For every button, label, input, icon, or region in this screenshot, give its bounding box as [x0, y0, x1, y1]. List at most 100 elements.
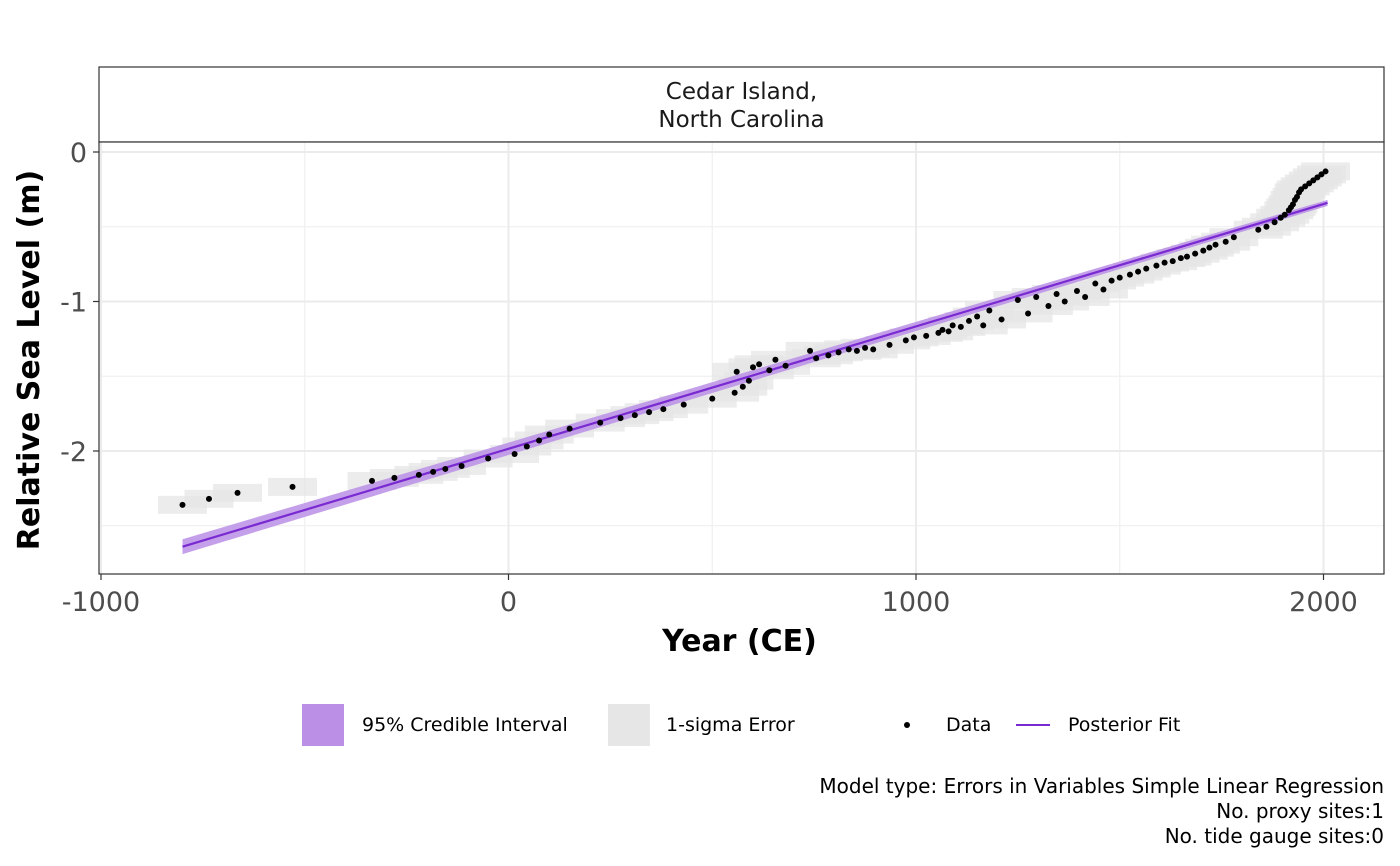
data-point: [597, 419, 604, 426]
data-point: [511, 450, 518, 457]
legend: 95% Credible Interval 1-sigma Error Data…: [300, 700, 1220, 750]
legend-label-credible-interval: 95% Credible Interval: [362, 714, 568, 736]
x-tick-label: -1000: [62, 587, 140, 618]
data-point: [1025, 310, 1032, 317]
data-point: [1143, 265, 1150, 272]
data-point: [415, 471, 422, 478]
x-tick-label: 0: [500, 587, 517, 618]
data-point: [631, 412, 638, 419]
data-point: [886, 341, 893, 348]
data-swatch: [886, 704, 928, 746]
data-point: [1033, 294, 1040, 301]
data-point: [813, 355, 820, 362]
data-point: [986, 307, 993, 314]
credible-interval-swatch: [302, 704, 344, 746]
data-point: [1200, 247, 1207, 254]
caption: Model type: Errors in Variables Simple L…: [819, 774, 1384, 849]
data-point: [391, 474, 398, 481]
data-point: [179, 501, 186, 508]
data-point: [1161, 259, 1168, 266]
data-point: [1222, 238, 1229, 245]
data-point: [1289, 201, 1296, 208]
data-point: [1294, 193, 1301, 200]
data-point: [523, 443, 530, 450]
data-point: [546, 431, 553, 438]
data-point: [745, 377, 752, 384]
data-point: [1073, 288, 1080, 295]
data-point: [902, 337, 909, 344]
data-point: [733, 368, 740, 375]
caption-tide-gauge-sites: No. tide gauge sites:0: [1164, 824, 1384, 848]
strip-title-line-1: Cedar Island,: [666, 79, 817, 105]
data-point: [945, 328, 952, 335]
axes: -1000 0 1000 2000 0 -1 -2 Year (CE) Relative Sea…: [12, 138, 1358, 659]
chart: Cedar Island,North Carolina -1000 0 1000 20…: [12, 66, 1385, 659]
data-point: [1230, 234, 1237, 241]
x-axis-title: Year (CE): [661, 624, 817, 659]
data-point: [1206, 244, 1213, 251]
data-point: [1092, 280, 1099, 287]
data-point: [853, 347, 860, 354]
legend-label-data: Data: [946, 714, 992, 736]
data-point: [750, 364, 756, 371]
data-point: [205, 495, 212, 502]
data-point: [1100, 286, 1107, 293]
data-point: [1153, 262, 1160, 269]
plot-panel: [98, 141, 1385, 575]
data-point: [1281, 211, 1288, 218]
facet-strip: Cedar Island,North Carolina: [98, 66, 1385, 143]
legend-label-fit: Posterior Fit: [1068, 714, 1181, 736]
strip-title-line-2: North Carolina: [658, 107, 824, 133]
data-point: [807, 347, 814, 354]
data-point: [458, 462, 465, 469]
error-swatch: [608, 704, 650, 746]
fit-swatch: [1012, 704, 1054, 746]
data-point: [1126, 271, 1133, 278]
data-point: [680, 401, 687, 408]
data-point: [910, 334, 917, 341]
data-point: [709, 395, 716, 402]
data-point: [430, 468, 437, 475]
data-point: [835, 349, 842, 356]
data-point: [1271, 219, 1278, 226]
x-tick-label: 1000: [882, 587, 951, 618]
caption-model-type: Model type: Errors in Variables Simple L…: [819, 774, 1384, 798]
data-point: [957, 323, 964, 330]
data-point: [1061, 298, 1068, 305]
data-point: [617, 415, 624, 422]
data-point: [1322, 168, 1329, 175]
legend-item-error: 1-sigma Error: [608, 700, 795, 750]
data-point: [965, 317, 972, 324]
data-point: [845, 346, 852, 353]
y-axis-title: Relative Sea Level (m): [12, 170, 47, 550]
data-point: [862, 344, 869, 351]
data-point: [739, 383, 746, 390]
data-point: [998, 316, 1005, 323]
panel-border: [98, 141, 1385, 575]
data-point: [782, 362, 789, 369]
data-point: [949, 322, 956, 329]
legend-item-data: Data: [886, 700, 991, 750]
legend-item-credible-interval: 95% Credible Interval: [302, 700, 568, 750]
data-point: [974, 313, 981, 320]
data-point: [1169, 258, 1176, 265]
data-point: [1255, 226, 1262, 233]
caption-proxy-sites: No. proxy sites:1: [1216, 799, 1384, 823]
data-point: [1183, 253, 1190, 260]
data-point: [1082, 294, 1089, 301]
data-point: [289, 483, 296, 490]
data-point: [536, 437, 543, 444]
data-point: [731, 389, 738, 396]
x-tick-label: 2000: [1289, 587, 1358, 618]
posterior-fit-line: [182, 201, 1328, 548]
data-point: [766, 367, 773, 374]
legend-label-error: 1-sigma Error: [666, 714, 795, 736]
data-point: [825, 352, 832, 359]
strip-box: [98, 66, 1385, 143]
y-tick-label: -2: [60, 437, 87, 468]
data-point: [980, 322, 987, 329]
data-point: [870, 346, 877, 353]
data-point: [756, 361, 763, 368]
data-point: [1116, 274, 1123, 281]
data-point: [485, 455, 492, 462]
